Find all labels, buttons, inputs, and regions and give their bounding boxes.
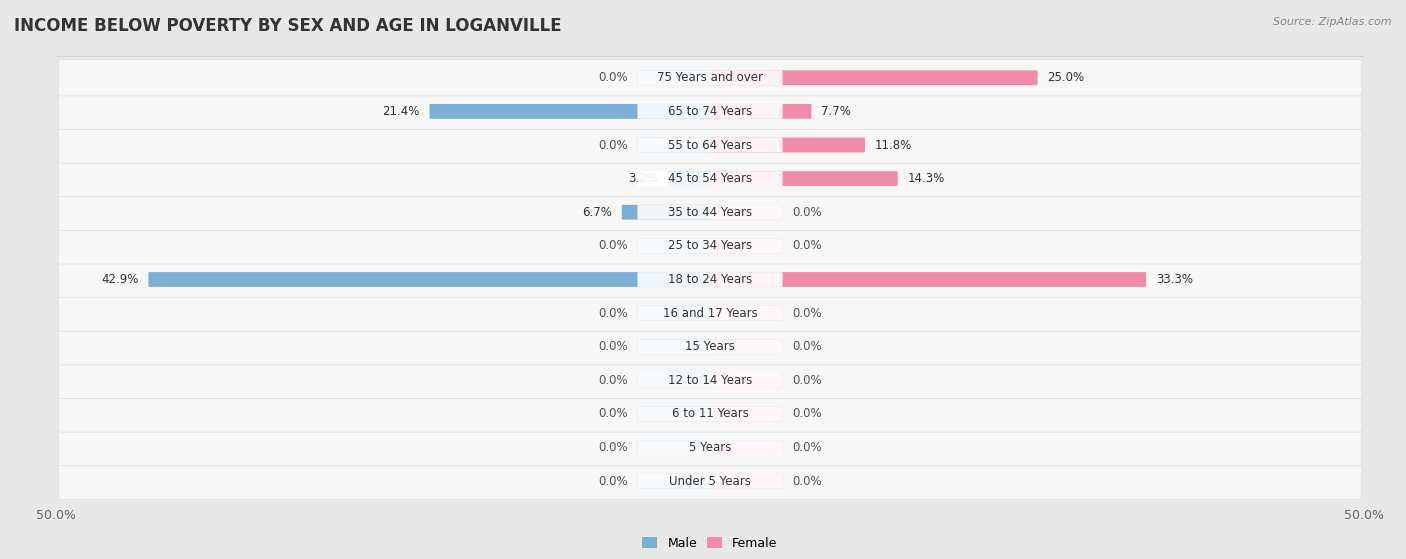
Text: 6.7%: 6.7% <box>582 206 612 219</box>
FancyBboxPatch shape <box>58 160 1362 197</box>
FancyBboxPatch shape <box>637 239 783 253</box>
Text: Source: ZipAtlas.com: Source: ZipAtlas.com <box>1274 17 1392 27</box>
Text: 0.0%: 0.0% <box>793 374 823 387</box>
FancyBboxPatch shape <box>710 306 783 320</box>
FancyBboxPatch shape <box>710 440 783 455</box>
FancyBboxPatch shape <box>637 70 710 85</box>
FancyBboxPatch shape <box>149 272 710 287</box>
Text: 42.9%: 42.9% <box>101 273 139 286</box>
FancyBboxPatch shape <box>710 104 811 119</box>
Text: 5 Years: 5 Years <box>689 441 731 454</box>
Text: 6 to 11 Years: 6 to 11 Years <box>672 408 748 420</box>
Text: 0.0%: 0.0% <box>598 374 627 387</box>
Text: 0.0%: 0.0% <box>793 307 823 320</box>
Text: 65 to 74 Years: 65 to 74 Years <box>668 105 752 118</box>
FancyBboxPatch shape <box>637 138 710 153</box>
FancyBboxPatch shape <box>637 104 783 119</box>
Text: 33.3%: 33.3% <box>1156 273 1192 286</box>
Text: 16 and 17 Years: 16 and 17 Years <box>662 307 758 320</box>
FancyBboxPatch shape <box>710 406 783 421</box>
FancyBboxPatch shape <box>637 138 783 153</box>
FancyBboxPatch shape <box>637 205 783 220</box>
FancyBboxPatch shape <box>58 295 1362 331</box>
Text: 0.0%: 0.0% <box>598 408 627 420</box>
Text: 3.2%: 3.2% <box>628 172 658 185</box>
FancyBboxPatch shape <box>637 239 710 253</box>
Text: 18 to 24 Years: 18 to 24 Years <box>668 273 752 286</box>
FancyBboxPatch shape <box>58 60 1362 96</box>
FancyBboxPatch shape <box>668 171 710 186</box>
FancyBboxPatch shape <box>637 474 783 489</box>
FancyBboxPatch shape <box>58 228 1362 264</box>
FancyBboxPatch shape <box>637 171 783 186</box>
FancyBboxPatch shape <box>58 93 1362 130</box>
Text: 0.0%: 0.0% <box>793 475 823 488</box>
FancyBboxPatch shape <box>58 262 1362 297</box>
FancyBboxPatch shape <box>710 171 897 186</box>
Text: 0.0%: 0.0% <box>598 139 627 151</box>
FancyBboxPatch shape <box>637 272 783 287</box>
Text: 0.0%: 0.0% <box>793 206 823 219</box>
FancyBboxPatch shape <box>710 474 783 489</box>
Text: 12 to 14 Years: 12 to 14 Years <box>668 374 752 387</box>
FancyBboxPatch shape <box>58 396 1362 432</box>
FancyBboxPatch shape <box>58 127 1362 163</box>
Text: 25 to 34 Years: 25 to 34 Years <box>668 239 752 252</box>
FancyBboxPatch shape <box>58 362 1362 399</box>
Text: 0.0%: 0.0% <box>598 475 627 488</box>
FancyBboxPatch shape <box>637 339 710 354</box>
FancyBboxPatch shape <box>710 272 1146 287</box>
Text: 0.0%: 0.0% <box>598 340 627 353</box>
Text: 21.4%: 21.4% <box>382 105 420 118</box>
Text: 7.7%: 7.7% <box>821 105 851 118</box>
FancyBboxPatch shape <box>637 406 710 421</box>
FancyBboxPatch shape <box>58 463 1362 499</box>
FancyBboxPatch shape <box>710 373 783 388</box>
FancyBboxPatch shape <box>637 440 710 455</box>
Legend: Male, Female: Male, Female <box>637 532 783 555</box>
Text: 15 Years: 15 Years <box>685 340 735 353</box>
Text: INCOME BELOW POVERTY BY SEX AND AGE IN LOGANVILLE: INCOME BELOW POVERTY BY SEX AND AGE IN L… <box>14 17 561 35</box>
FancyBboxPatch shape <box>637 373 783 388</box>
FancyBboxPatch shape <box>58 329 1362 365</box>
FancyBboxPatch shape <box>58 194 1362 230</box>
FancyBboxPatch shape <box>710 239 783 253</box>
FancyBboxPatch shape <box>637 474 710 489</box>
Text: 45 to 54 Years: 45 to 54 Years <box>668 172 752 185</box>
Text: 25.0%: 25.0% <box>1047 71 1084 84</box>
FancyBboxPatch shape <box>637 339 783 354</box>
FancyBboxPatch shape <box>637 440 783 455</box>
Text: 0.0%: 0.0% <box>598 239 627 252</box>
FancyBboxPatch shape <box>637 373 710 388</box>
Text: 0.0%: 0.0% <box>793 441 823 454</box>
Text: 55 to 64 Years: 55 to 64 Years <box>668 139 752 151</box>
FancyBboxPatch shape <box>710 339 783 354</box>
Text: 14.3%: 14.3% <box>907 172 945 185</box>
Text: 0.0%: 0.0% <box>793 408 823 420</box>
FancyBboxPatch shape <box>58 429 1362 466</box>
FancyBboxPatch shape <box>710 205 783 220</box>
Text: 11.8%: 11.8% <box>875 139 912 151</box>
Text: 0.0%: 0.0% <box>598 307 627 320</box>
Text: 0.0%: 0.0% <box>793 239 823 252</box>
FancyBboxPatch shape <box>637 306 783 320</box>
FancyBboxPatch shape <box>710 138 865 153</box>
Text: 35 to 44 Years: 35 to 44 Years <box>668 206 752 219</box>
FancyBboxPatch shape <box>621 205 710 220</box>
Text: Under 5 Years: Under 5 Years <box>669 475 751 488</box>
Text: 75 Years and over: 75 Years and over <box>657 71 763 84</box>
FancyBboxPatch shape <box>637 70 783 85</box>
Text: 0.0%: 0.0% <box>598 441 627 454</box>
FancyBboxPatch shape <box>430 104 710 119</box>
Text: 0.0%: 0.0% <box>793 340 823 353</box>
FancyBboxPatch shape <box>710 70 1038 85</box>
FancyBboxPatch shape <box>637 406 783 421</box>
FancyBboxPatch shape <box>637 306 710 320</box>
Text: 0.0%: 0.0% <box>598 71 627 84</box>
